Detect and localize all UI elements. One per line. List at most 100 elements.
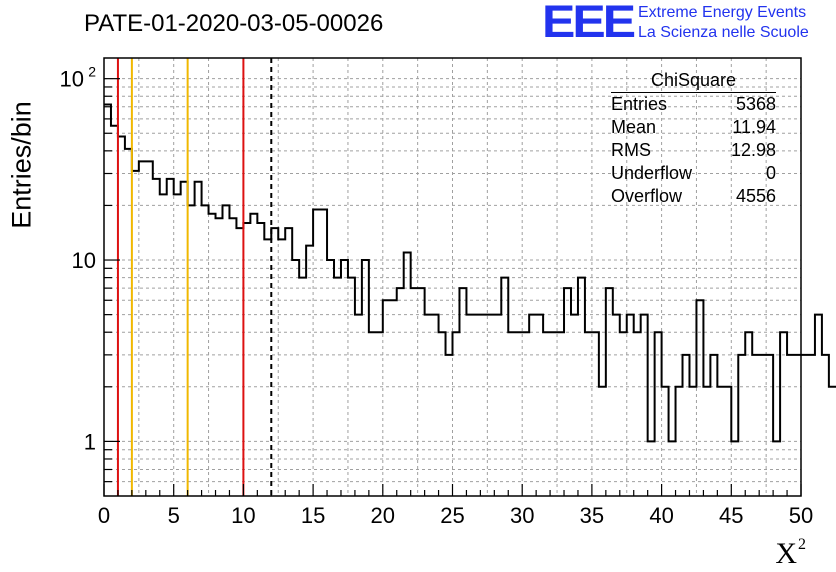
histogram-bin (717, 387, 724, 496)
histogram-bin (125, 149, 132, 496)
histogram-bin (369, 332, 376, 496)
histogram-bin (397, 288, 404, 496)
histogram-bin (285, 228, 292, 496)
histogram-bin (160, 194, 167, 496)
y-tick-label: 10 (72, 248, 96, 273)
histogram-bin (418, 288, 425, 496)
histogram-bin (299, 278, 306, 496)
y-axis-label: Entries/bin (6, 101, 37, 229)
histogram-bin (355, 315, 362, 496)
histogram-bin (271, 228, 278, 496)
histogram-bin (334, 278, 341, 496)
stats-row-rms: RMS 12.98 (611, 139, 776, 162)
histogram-bin (181, 182, 188, 496)
histogram-bin (132, 171, 139, 496)
x-tick-label: 0 (98, 503, 110, 528)
histogram-bin (459, 288, 466, 496)
stats-value: 12.98 (730, 140, 776, 160)
histogram-bin (292, 260, 299, 496)
histogram-bin (536, 315, 543, 496)
histogram-bin (606, 288, 613, 496)
histogram-bin (480, 315, 487, 496)
histogram-bin (766, 355, 773, 496)
histogram-bin (236, 228, 243, 496)
histogram-bin (801, 355, 808, 496)
histogram-bin (689, 387, 696, 496)
x-tick-label: 10 (231, 503, 255, 528)
histogram-bin (174, 194, 181, 496)
histogram-bin (815, 315, 822, 496)
histogram-bin (585, 332, 592, 496)
histogram-bin (710, 355, 717, 496)
histogram-bin (648, 441, 655, 496)
eee-logo: EEE (542, 0, 636, 48)
histogram-bin (153, 179, 160, 496)
histogram-bin (327, 260, 334, 496)
logo-caption: Extreme Energy Events La Scienza nelle S… (638, 3, 809, 43)
stats-label: Overflow (611, 186, 683, 206)
histogram-bin (313, 209, 320, 496)
histogram-bin (731, 441, 738, 496)
x-tick-label: 40 (649, 503, 673, 528)
histogram-bin (627, 315, 634, 496)
histogram-bin (543, 332, 550, 496)
x-tick-label: 20 (371, 503, 395, 528)
histogram-bin (655, 332, 662, 496)
histogram-bin (578, 278, 585, 496)
histogram-bin (494, 315, 501, 496)
x-tick-label: 50 (789, 503, 813, 528)
histogram-bin (487, 315, 494, 496)
histogram-bin (383, 300, 390, 496)
stats-value: 11.94 (732, 117, 776, 137)
x-tick-label: 25 (440, 503, 464, 528)
histogram-bin (550, 332, 557, 496)
histogram-bin (822, 355, 829, 496)
histogram-bin (564, 288, 571, 496)
histogram-bin (571, 315, 578, 496)
histogram-bin (773, 441, 780, 496)
histogram-bin (341, 260, 348, 496)
y-tick-label: 10 (60, 67, 84, 92)
histogram-bin (425, 315, 432, 496)
histogram-bin (411, 288, 418, 496)
histogram-bin (683, 355, 690, 496)
stats-row-overflow: Overflow 4556 (611, 185, 776, 208)
histogram-bin (473, 315, 480, 496)
histogram-bin (278, 239, 285, 496)
histogram-bin (592, 332, 599, 496)
y-tick-exponent: 2 (88, 64, 96, 80)
histogram-bin (634, 332, 641, 496)
histogram-bin (745, 332, 752, 496)
histogram-bin (780, 332, 787, 496)
histogram-bin (557, 332, 564, 496)
histogram-bin (599, 387, 606, 496)
histogram-bin (188, 205, 195, 496)
histogram-bin (439, 332, 446, 496)
stats-row-mean: Mean 11.94 (611, 116, 776, 139)
histogram-bin (676, 387, 683, 496)
histogram-bin (243, 223, 250, 496)
logo-caption-line2: La Scienza nelle Scuole (638, 24, 809, 41)
x-tick-label: 5 (168, 503, 180, 528)
histogram-bin (432, 315, 439, 496)
histogram-bin (250, 214, 257, 496)
histogram-bin (613, 315, 620, 496)
x-tick-label: 35 (580, 503, 604, 528)
histogram-series (104, 103, 836, 443)
histogram-bin (620, 332, 627, 496)
stats-value: 5368 (735, 94, 776, 114)
histogram-bin (508, 332, 515, 496)
histogram-bin (641, 315, 648, 496)
histogram-bin (662, 387, 669, 496)
x-axis-label: X2 (775, 536, 806, 570)
histogram-bin (202, 205, 209, 496)
histogram-bin (522, 332, 529, 496)
histogram-bin (453, 332, 460, 496)
histogram-bin (216, 218, 223, 496)
histogram-bin (209, 214, 216, 496)
stats-value: 4556 (735, 186, 776, 206)
y-tick-label: 1 (84, 429, 96, 454)
histogram-bin (787, 355, 794, 496)
stats-label: Mean (611, 117, 657, 137)
